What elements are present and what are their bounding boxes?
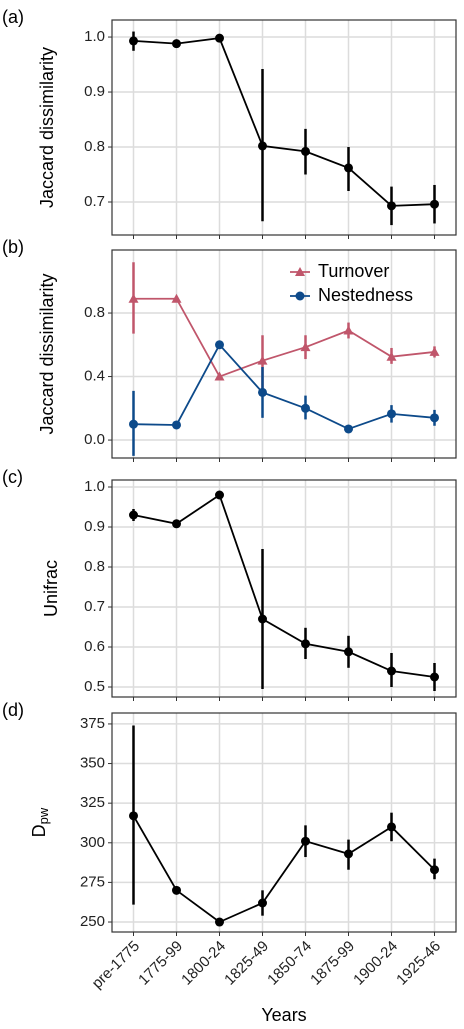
point (215, 340, 224, 350)
y-axis-label-sub: pw (36, 807, 51, 824)
panel-label: (c) (2, 467, 23, 487)
y-tick-label: 0.9 (84, 518, 105, 535)
panel-border (111, 479, 457, 698)
point (387, 666, 396, 676)
line (133, 37, 435, 207)
point (430, 199, 439, 209)
point (215, 33, 224, 43)
line (132, 815, 436, 924)
panel-background (112, 480, 456, 697)
point (301, 146, 310, 156)
y-tick-label: 325 (80, 794, 105, 811)
point (301, 403, 310, 413)
point (344, 424, 353, 434)
y-axis-label: Jaccard dissimilarity (37, 273, 57, 434)
y-tick-label: 350 (80, 755, 105, 772)
y-tick-label: 375 (80, 715, 105, 732)
point (172, 420, 181, 430)
y-axis-label-main: Jaccard dissimilarity (37, 47, 57, 208)
x-tick-label: 1925-46 (393, 938, 444, 989)
line (133, 343, 435, 430)
x-tick-label: 1875-99 (307, 938, 358, 989)
y-axis-label: Dpw (29, 807, 52, 837)
x-tick-label: 1800-24 (178, 938, 229, 989)
y-tick-label: 0.8 (84, 558, 105, 575)
point (214, 371, 225, 381)
line (133, 493, 435, 678)
y-axis-label-main: D (29, 824, 49, 837)
point (430, 413, 439, 423)
panel-background (112, 713, 456, 932)
y-tick-label: 0.7 (84, 598, 105, 615)
y-tick-label: 275 (80, 873, 105, 890)
point (387, 201, 396, 211)
point (258, 898, 267, 908)
y-tick-label: 0.8 (84, 304, 105, 321)
panel-label: (d) (2, 700, 24, 720)
y-tick-label: 0.4 (84, 368, 105, 385)
point (386, 351, 397, 361)
panel-border (111, 712, 457, 933)
y-tick-label: 0.8 (84, 138, 105, 155)
point (128, 293, 139, 303)
point (301, 836, 310, 846)
x-tick-label: 1900-24 (350, 938, 401, 989)
point (171, 293, 182, 303)
panel-background (112, 20, 456, 235)
point (172, 885, 181, 895)
point (129, 510, 138, 520)
point (215, 917, 224, 927)
point (430, 672, 439, 682)
point (129, 36, 138, 46)
point (344, 163, 353, 173)
y-tick-label: 1.0 (84, 28, 105, 45)
y-tick-label: 0.0 (84, 431, 105, 448)
point (344, 647, 353, 657)
point (172, 519, 181, 529)
panel-label: (a) (2, 7, 24, 27)
point (387, 409, 396, 419)
x-tick-label: pre-1775 (89, 938, 143, 992)
point (300, 342, 311, 352)
point (430, 865, 439, 875)
y-axis-label-main: Jaccard dissimilarity (37, 273, 57, 434)
y-axis-label: Jaccard dissimilarity (37, 47, 57, 208)
point (258, 614, 267, 624)
point (429, 346, 440, 356)
line (133, 297, 435, 378)
y-tick-label: 250 (80, 913, 105, 930)
x-axis-label: Years (261, 1005, 306, 1025)
point (215, 490, 224, 500)
legend-marker (295, 291, 305, 301)
legend-label: Nestedness (318, 285, 413, 305)
point (387, 822, 396, 832)
y-axis-label-main: Unifrac (41, 560, 61, 617)
x-tick-label: 1775-99 (135, 938, 186, 989)
legend-label: Turnover (318, 261, 389, 281)
y-tick-label: 300 (80, 834, 105, 851)
y-axis-label: Unifrac (41, 560, 61, 617)
point (344, 849, 353, 859)
x-tick-label: 1825-49 (221, 938, 272, 989)
legend-marker (295, 267, 305, 276)
point (343, 325, 354, 335)
point (129, 811, 138, 821)
point (257, 355, 268, 365)
panel-border (111, 19, 457, 236)
y-tick-label: 0.7 (84, 193, 105, 210)
y-tick-label: 0.9 (84, 83, 105, 100)
panel-label: (b) (2, 237, 24, 257)
y-tick-label: 0.5 (84, 678, 105, 695)
x-tick-label: 1850-74 (264, 938, 315, 989)
point (258, 141, 267, 151)
panel-border (111, 249, 457, 459)
y-tick-label: 1.0 (84, 478, 105, 495)
point (301, 639, 310, 649)
y-tick-label: 0.6 (84, 638, 105, 655)
point (258, 387, 267, 397)
point (129, 419, 138, 429)
point (172, 39, 181, 49)
